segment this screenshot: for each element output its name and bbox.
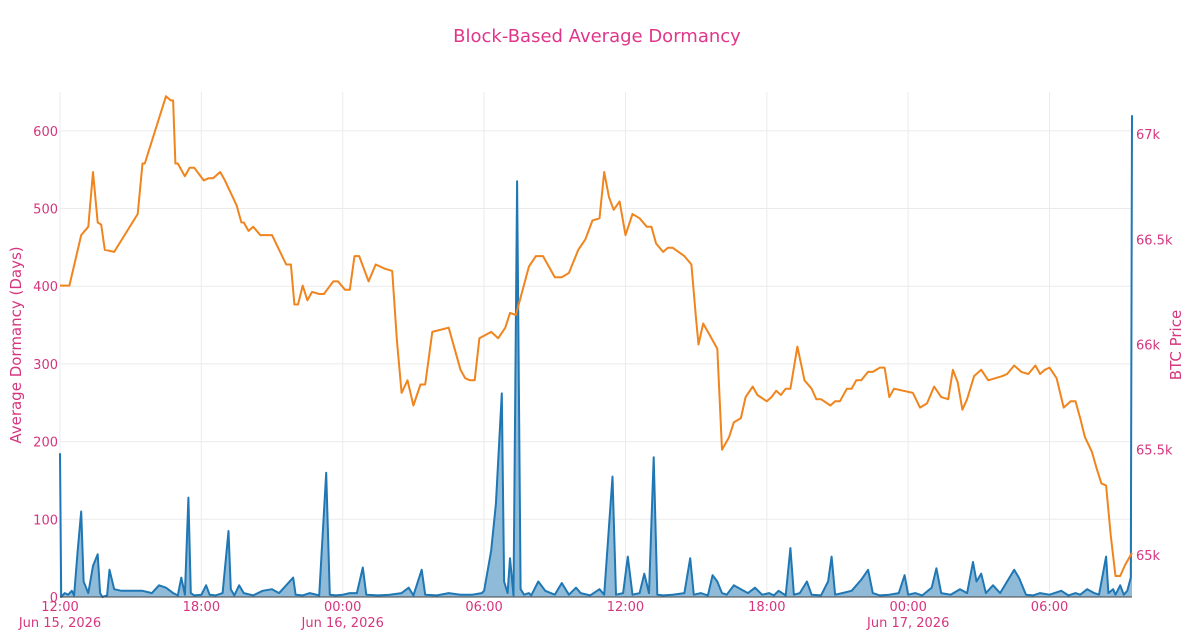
dormancy-line (59, 115, 1133, 598)
y-right-tick-label: 65.5k (1136, 444, 1173, 459)
y-right-tick-label: 66k (1136, 339, 1161, 354)
x-tick-date-label: Jun 16, 2026 (301, 616, 384, 631)
y-left-axis-title: Average Dormancy (Days) (7, 246, 25, 443)
y-left-tick-label: 200 (33, 436, 58, 451)
y-left-tick-label: 600 (33, 125, 58, 140)
x-tick-date-label: Jun 17, 2026 (866, 616, 949, 631)
x-tick-label: 00:00 (324, 600, 361, 615)
dormancy-area (60, 115, 1132, 598)
x-tick-label: 06:00 (465, 600, 502, 615)
dormancy-series (59, 115, 1133, 598)
x-tick-label: 06:00 (1031, 600, 1068, 615)
x-tick-label: 18:00 (748, 600, 785, 615)
x-tick-label: 00:00 (889, 600, 926, 615)
x-tick-label: 12:00 (41, 600, 78, 615)
x-tick-date-label: Jun 15, 2026 (18, 616, 101, 631)
chart-title: Block-Based Average Dormancy (453, 26, 741, 47)
price-line (60, 95, 1133, 577)
price-series (60, 95, 1133, 577)
y-left-tick-label: 0 (50, 591, 58, 606)
x-tick-label: 12:00 (607, 600, 644, 615)
y-right-tick-label: 65k (1136, 549, 1161, 564)
grid (59, 92, 1132, 597)
y-right-tick-label: 66.5k (1136, 233, 1173, 248)
y-right-axis-title: BTC Price (1167, 310, 1185, 380)
y-left-tick-label: 100 (33, 513, 58, 528)
y-right-tick-label: 67k (1136, 128, 1161, 143)
y-left-tick-label: 300 (33, 358, 58, 373)
y-left-tick-label: 400 (33, 280, 58, 295)
x-tick-label: 18:00 (183, 600, 220, 615)
y-left-tick-label: 500 (33, 203, 58, 218)
